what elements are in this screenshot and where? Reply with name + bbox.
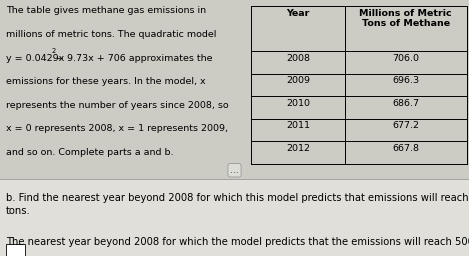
Text: The table gives methane gas emissions in: The table gives methane gas emissions in (6, 6, 206, 15)
Text: ...: ... (230, 166, 239, 175)
Text: x = 0 represents 2008, x = 1 represents 2009,: x = 0 represents 2008, x = 1 represents … (6, 124, 227, 133)
Text: 2: 2 (52, 48, 56, 54)
Text: emissions for these years. In the model, x: emissions for these years. In the model,… (6, 77, 205, 86)
Text: − 9.73x + 706 approximates the: − 9.73x + 706 approximates the (56, 54, 213, 62)
Text: Millions of Metric
Tons of Methane: Millions of Metric Tons of Methane (359, 9, 452, 28)
Text: 2012: 2012 (286, 144, 310, 153)
Text: 667.8: 667.8 (392, 144, 419, 153)
Text: 2011: 2011 (286, 121, 310, 130)
Text: b. Find the nearest year beyond 2008 for which this model predicts that emission: b. Find the nearest year beyond 2008 for… (6, 193, 469, 217)
Text: represents the number of years since 2008, so: represents the number of years since 200… (6, 101, 228, 110)
Text: and so on. Complete parts a and b.: and so on. Complete parts a and b. (6, 148, 173, 157)
Text: The nearest year beyond 2008 for which the model predicts that the emissions wil: The nearest year beyond 2008 for which t… (6, 237, 469, 247)
Text: Year: Year (286, 9, 310, 18)
Text: 2008: 2008 (286, 54, 310, 63)
Text: millions of metric tons. The quadratic model: millions of metric tons. The quadratic m… (6, 30, 216, 39)
Text: 696.3: 696.3 (392, 76, 419, 85)
Bar (6, 244, 25, 256)
Text: 2009: 2009 (286, 76, 310, 85)
Text: 2010: 2010 (286, 99, 310, 108)
Text: 686.7: 686.7 (392, 99, 419, 108)
Bar (0, 179, 469, 256)
Text: y = 0.0429x: y = 0.0429x (6, 54, 64, 62)
Text: 706.0: 706.0 (392, 54, 419, 63)
Text: 677.2: 677.2 (392, 121, 419, 130)
